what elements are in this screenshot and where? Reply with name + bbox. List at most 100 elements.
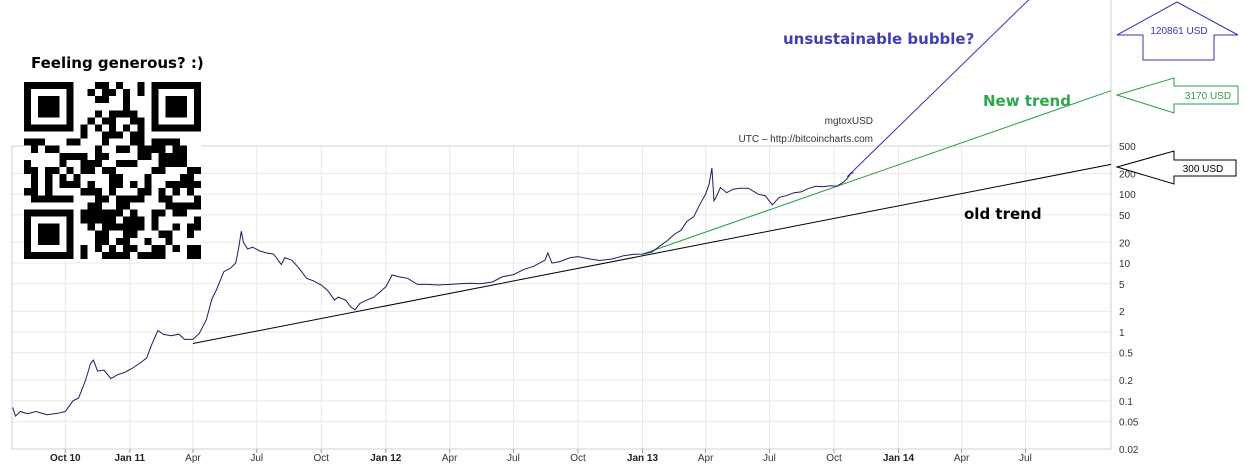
qr-module (123, 96, 131, 104)
qr-module (123, 89, 131, 97)
qr-module (116, 202, 124, 210)
qr-module (193, 216, 201, 224)
qr-module (151, 244, 159, 252)
qr-module (24, 230, 32, 238)
chart-source: UTC – http://bitcoincharts.com (739, 134, 874, 145)
qr-module (66, 166, 74, 175)
qr-module (158, 209, 166, 217)
qr-module (151, 166, 159, 175)
qr-module (116, 223, 124, 231)
qr-module (193, 103, 201, 111)
qr-module (123, 103, 131, 111)
qr-module (31, 82, 39, 90)
qr-module (179, 124, 187, 132)
qr-module (137, 117, 145, 125)
qr-module (186, 174, 194, 182)
qr-module (144, 181, 152, 189)
qr-module (45, 166, 53, 175)
qr-module (158, 159, 166, 167)
qr-module (172, 82, 180, 90)
qr-module (66, 244, 74, 252)
qr-module (151, 110, 159, 118)
qr-module (59, 174, 67, 182)
qr-module (94, 202, 102, 210)
qr-module (108, 117, 117, 125)
qr-module (59, 181, 67, 189)
qr-module (80, 124, 88, 132)
qr-module (59, 195, 67, 203)
qr-module (45, 195, 53, 203)
qr-module (116, 209, 124, 217)
new-trend-annotation: New trend (983, 92, 1071, 110)
qr-module (144, 188, 152, 196)
qr-module (73, 152, 81, 160)
qr-module (101, 138, 109, 146)
qr-module (116, 159, 124, 167)
qr-module (179, 181, 187, 189)
qr-module (172, 138, 180, 146)
qr-module (52, 209, 60, 217)
qr-module (158, 145, 166, 153)
qr-module (52, 103, 60, 111)
qr-module (24, 117, 32, 125)
x-tick-label: Jan 14 (883, 453, 915, 464)
qr-module (87, 181, 95, 189)
donation-title: Feeling generous? :) (31, 54, 204, 72)
qr-module (38, 237, 46, 245)
y-tick-label: 200 (1119, 169, 1136, 180)
qr-module (151, 145, 159, 153)
qr-module (45, 188, 53, 196)
qr-module (158, 166, 166, 175)
qr-module (172, 181, 180, 189)
qr-module (137, 89, 145, 97)
qr-module (24, 159, 32, 167)
qr-module (24, 138, 32, 146)
qr-module (151, 103, 159, 111)
qr-module (179, 174, 187, 182)
qr-module (137, 124, 145, 132)
qr-module (94, 209, 102, 217)
qr-module (193, 96, 201, 104)
qr-module (193, 124, 201, 132)
qr-module (193, 251, 201, 259)
qr-module (123, 145, 131, 153)
qr-module (165, 124, 173, 132)
qr-module (52, 237, 60, 245)
qr-module (80, 188, 88, 196)
old-trend-annotation: old trend (964, 205, 1042, 223)
qr-module (116, 131, 124, 139)
qr-module (66, 223, 74, 231)
qr-module (144, 174, 152, 182)
qr-module (137, 131, 145, 139)
qr-module (137, 216, 145, 224)
qr-module (158, 188, 166, 196)
qr-module (116, 110, 124, 118)
x-tick-label: Apr (442, 453, 458, 464)
qr-module (193, 202, 201, 210)
qr-module (123, 244, 131, 252)
qr-module (38, 96, 46, 104)
qr-module (87, 216, 95, 224)
qr-module (38, 230, 46, 238)
qr-module (137, 251, 145, 259)
qr-module (45, 230, 53, 238)
qr-module (52, 251, 60, 259)
y-tick-label: 10 (1119, 259, 1131, 270)
qr-module (94, 152, 102, 160)
qr-module (94, 188, 102, 196)
qr-module (165, 138, 173, 146)
qr-module (52, 110, 60, 118)
qr-module (73, 138, 81, 146)
y-tick-label: 2 (1119, 307, 1125, 318)
qr-module (87, 89, 95, 97)
qr-module (186, 82, 194, 90)
qr-module (179, 145, 187, 153)
qr-module (38, 251, 46, 259)
qr-module (52, 166, 60, 175)
qr-module (172, 110, 180, 118)
qr-module (66, 138, 74, 146)
qr-module (66, 230, 74, 238)
qr-module (94, 124, 102, 132)
new-trend-line (642, 90, 1112, 255)
y-tick-label: 0.5 (1119, 349, 1133, 360)
